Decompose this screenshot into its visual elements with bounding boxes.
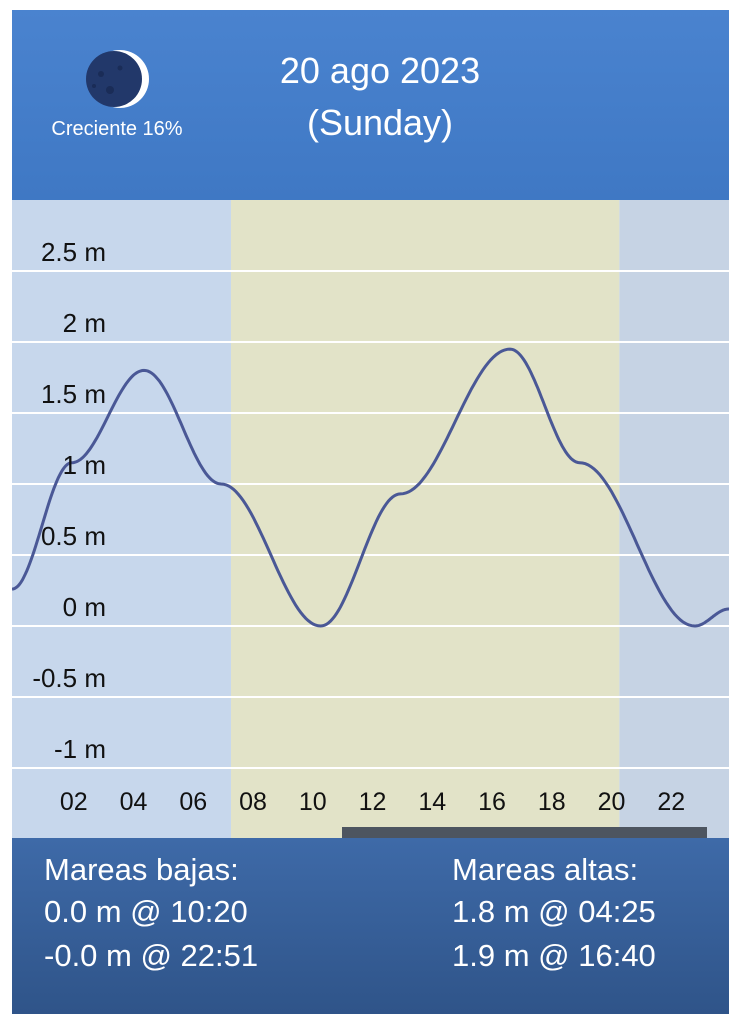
y-tick-label: -0.5 m: [32, 663, 106, 693]
x-tick-label: 02: [60, 788, 88, 816]
header: Creciente 16% 20 ago 2023 (Sunday): [12, 10, 729, 200]
y-tick-label: 1 m: [63, 450, 106, 480]
tide-chart[interactable]: 2.5 m 2 m 1.5 m 1 m 0.5 m 0 m -0.5 m -1 m 02 04 06…: [12, 200, 729, 838]
high-tide-entry: 1.9 m @ 16:40: [452, 938, 656, 973]
x-tick-label: 14: [418, 788, 446, 816]
y-tick-label: 2 m: [63, 308, 106, 338]
x-tick-label: 08: [239, 788, 267, 816]
night-band: [12, 200, 231, 838]
high-tides-heading: Mareas altas:: [452, 852, 639, 887]
horizontal-scrollbar[interactable]: [342, 827, 707, 838]
low-tides-heading: Mareas bajas:: [44, 852, 239, 887]
x-tick-label: 04: [120, 788, 148, 816]
daylight-band: [230, 200, 620, 838]
moon-phase-icon: [80, 48, 154, 112]
y-tick-label: 2.5 m: [41, 237, 106, 267]
weekday-label: (Sunday): [306, 102, 454, 143]
y-tick-label: -1 m: [54, 734, 106, 764]
night-band: [619, 200, 729, 838]
x-tick-label: 12: [359, 788, 387, 816]
x-tick-label: 16: [478, 788, 506, 816]
high-tide-entry: 1.8 m @ 04:25: [452, 894, 656, 929]
x-tick-label: 10: [299, 788, 327, 816]
low-tide-entry: -0.0 m @ 22:51: [44, 938, 259, 973]
y-tick-label: 0.5 m: [41, 521, 106, 551]
tides-summary: Mareas bajas: 0.0 m @ 10:20 -0.0 m @ 22:…: [12, 838, 729, 1014]
x-tick-label: 22: [657, 788, 685, 816]
date-title: 20 ago 2023: [279, 50, 481, 91]
x-tick-label: 06: [179, 788, 207, 816]
tide-app: Creciente 16% 20 ago 2023 (Sunday) 2.5 m…: [12, 10, 729, 1014]
x-tick-label: 18: [538, 788, 566, 816]
y-tick-label: 0 m: [63, 592, 106, 622]
y-tick-label: 1.5 m: [41, 379, 106, 409]
tide-curve-line: [12, 347, 729, 628]
x-tick-label: 20: [598, 788, 626, 816]
moon-phase-label: Creciente 16%: [51, 118, 183, 140]
low-tide-entry: 0.0 m @ 10:20: [44, 894, 248, 929]
